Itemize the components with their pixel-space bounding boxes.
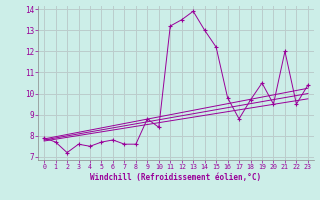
X-axis label: Windchill (Refroidissement éolien,°C): Windchill (Refroidissement éolien,°C) [91,173,261,182]
